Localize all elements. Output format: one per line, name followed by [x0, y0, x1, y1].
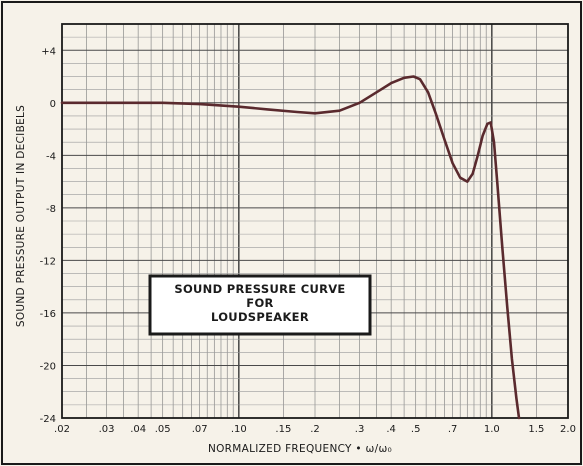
- y-tick-label: 0: [50, 99, 56, 110]
- series-line: [60, 75, 521, 420]
- y-tick-label: -12: [40, 256, 56, 267]
- x-tick-label: .10: [231, 424, 247, 435]
- x-tick-label: .15: [275, 424, 291, 435]
- x-tick-label: 2.0: [560, 424, 576, 435]
- y-axis-label: SOUND PRESSURE OUTPUT IN DECIBELS: [15, 105, 27, 327]
- x-tick-label: .05: [155, 424, 171, 435]
- y-tick-label: -4: [46, 151, 56, 162]
- x-tick-label: .03: [99, 424, 115, 435]
- y-tick-label: -20: [40, 361, 56, 372]
- x-tick-label: .4: [386, 424, 396, 435]
- x-tick-label: 1.5: [528, 424, 544, 435]
- annotation-text: SOUND PRESSURE CURVE: [174, 282, 345, 296]
- x-tick-label: .02: [54, 424, 70, 435]
- plot-frame: [61, 23, 569, 419]
- x-tick-label: .07: [192, 424, 208, 435]
- y-tick-label: -24: [40, 414, 56, 425]
- annotation-box: [148, 274, 372, 336]
- annotation-text: FOR: [246, 296, 273, 310]
- x-axis-label: NORMALIZED FREQUENCY • ω/ω₀: [208, 443, 392, 455]
- x-tick-label: 1.0: [484, 424, 500, 435]
- x-tick-label: .04: [130, 424, 146, 435]
- y-tick-label: -8: [46, 204, 56, 215]
- y-tick-label: +4: [41, 46, 56, 57]
- x-tick-label: .5: [411, 424, 421, 435]
- annotation-text: LOUDSPEAKER: [211, 310, 309, 324]
- x-tick-label: .3: [355, 424, 365, 435]
- y-tick-label: -16: [40, 309, 56, 320]
- x-tick-label: .2: [310, 424, 320, 435]
- x-tick-label: .7: [448, 424, 458, 435]
